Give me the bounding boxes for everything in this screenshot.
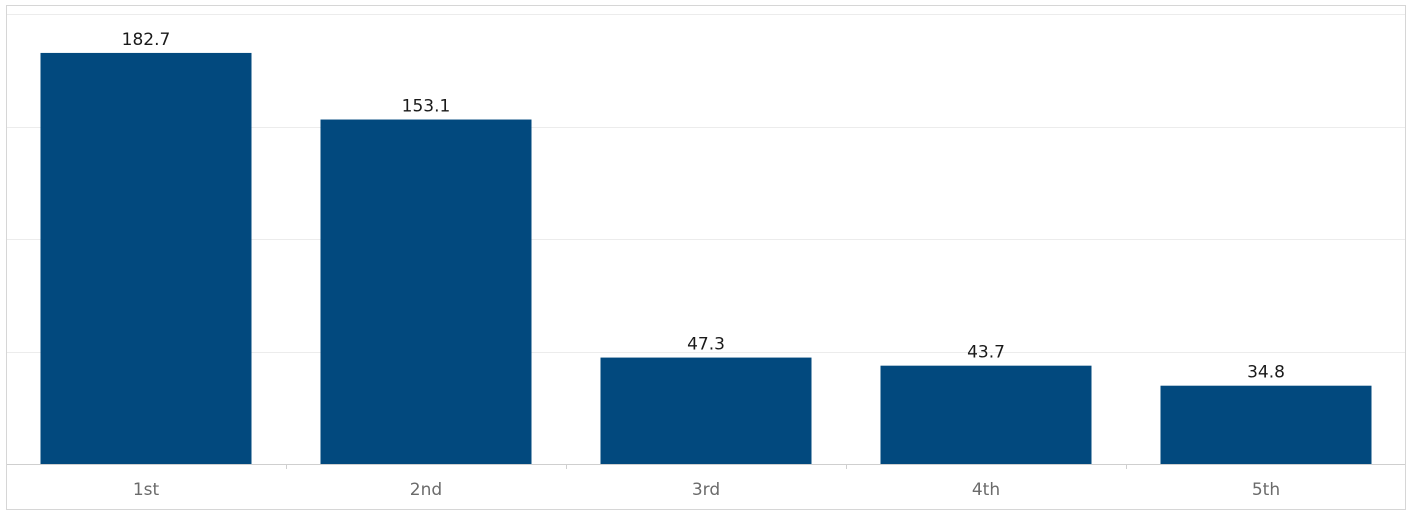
bar-3rd: [600, 357, 812, 464]
x-axis-ticks: [286, 464, 1127, 469]
bar-5th: [1160, 385, 1372, 464]
value-labels: 182.7 153.1 47.3 43.7 34.8: [122, 30, 1285, 383]
value-label-2nd: 153.1: [402, 97, 451, 117]
value-label-4th: 43.7: [967, 343, 1005, 363]
category-label-5th: 5th: [1252, 480, 1280, 500]
bar-2nd: [320, 119, 532, 465]
value-label-5th: 34.8: [1247, 363, 1285, 383]
value-label-1st: 182.7: [122, 30, 171, 50]
bars: [40, 52, 1372, 465]
bar-1st: [40, 52, 252, 465]
category-label-2nd: 2nd: [410, 480, 442, 500]
category-label-3rd: 3rd: [692, 480, 720, 500]
category-label-1st: 1st: [133, 480, 160, 500]
bar-4th: [880, 365, 1092, 464]
category-label-4th: 4th: [972, 480, 1000, 500]
category-labels: 1st 2nd 3rd 4th 5th: [133, 480, 1280, 500]
value-label-3rd: 47.3: [687, 335, 725, 355]
